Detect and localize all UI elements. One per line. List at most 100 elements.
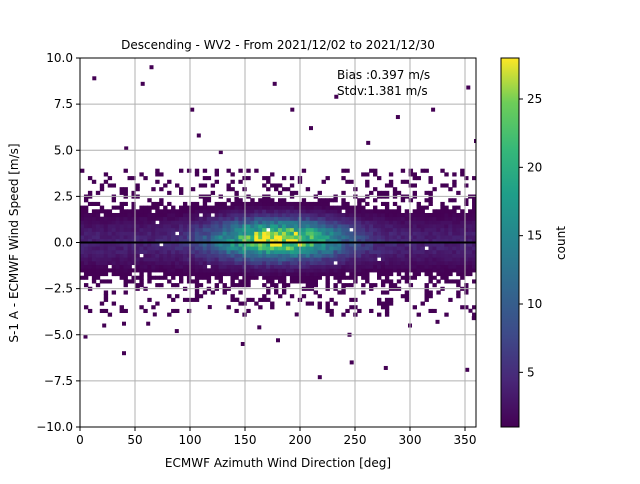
heatmap-cell — [452, 264, 457, 269]
heatmap-cell — [392, 260, 398, 266]
heatmap-cell — [472, 249, 476, 254]
heatmap-cell — [436, 249, 441, 254]
heatmap-cell — [313, 283, 318, 288]
heatmap-cell — [83, 264, 89, 269]
heatmap-cell — [317, 249, 322, 254]
heatmap-cell — [373, 220, 378, 225]
heatmap-cell — [436, 216, 441, 221]
heatmap-cell — [345, 268, 350, 273]
heatmap-cell — [159, 212, 164, 218]
heatmap-cell — [230, 235, 235, 240]
heatmap-cell — [396, 231, 402, 236]
heatmap-cell — [262, 201, 267, 206]
heatmap-cell — [329, 212, 334, 218]
heatmap-cell — [190, 227, 196, 232]
heatmap-cell — [400, 198, 406, 203]
heatmap-cell — [194, 216, 200, 221]
heatmap-cell — [135, 283, 140, 288]
heatmap-cell — [313, 290, 318, 295]
heatmap-cell — [317, 257, 322, 262]
heatmap-cell — [214, 220, 219, 225]
heatmap-cell — [254, 257, 259, 262]
heatmap-cell — [186, 268, 192, 273]
heatmap-cell — [345, 179, 350, 184]
heatmap-cell — [218, 257, 223, 262]
heatmap-cell — [404, 179, 410, 184]
heatmap-cell — [325, 246, 330, 251]
heatmap-cell — [186, 279, 192, 284]
heatmap-cell — [123, 283, 128, 288]
heatmap-cell — [416, 220, 421, 225]
heatmap-cell — [202, 235, 208, 240]
heatmap-cell — [182, 231, 188, 236]
heatmap-cell — [226, 242, 231, 247]
heatmap-cell — [143, 209, 148, 214]
heatmap-cell — [182, 216, 188, 221]
heatmap-cell — [309, 242, 315, 247]
heatmap-cell — [159, 268, 164, 273]
heatmap-cell — [289, 260, 295, 266]
heatmap-cell — [131, 231, 136, 236]
heatmap-cell — [210, 205, 216, 210]
heatmap-cell — [202, 224, 208, 229]
heatmap-cell — [107, 216, 113, 221]
heatmap-cell — [262, 176, 267, 181]
heatmap-cell — [278, 268, 283, 273]
heatmap-cell — [218, 249, 223, 254]
heatmap-cell — [400, 246, 406, 251]
heatmap-cell — [408, 283, 414, 288]
heatmap-cell — [127, 279, 132, 284]
heatmap-cell — [115, 253, 120, 258]
heatmap-cell — [254, 224, 259, 229]
heatmap-cell — [444, 220, 449, 225]
heatmap-cell — [456, 249, 461, 254]
heatmap-cell — [349, 257, 354, 262]
heatmap-cell — [270, 183, 275, 188]
heatmap-cell — [83, 235, 89, 240]
heatmap-cell — [119, 305, 124, 310]
heatmap-cell — [194, 264, 200, 269]
heatmap-cell — [103, 257, 109, 262]
heatmap-cell — [341, 168, 346, 173]
heatmap-cell — [349, 283, 354, 288]
heatmap-cell — [380, 212, 386, 218]
heatmap-cell — [262, 242, 267, 247]
heatmap-cell — [289, 231, 295, 236]
heatmap-cell — [325, 268, 330, 273]
heatmap-cell — [301, 253, 307, 258]
heatmap-cell — [186, 260, 192, 266]
outlier-cell — [383, 365, 388, 370]
heatmap-cell — [432, 220, 437, 225]
heatmap-cell — [83, 220, 89, 225]
heatmap-cell — [131, 201, 136, 206]
heatmap-cell — [456, 231, 461, 236]
heatmap-cell — [135, 220, 140, 225]
heatmap-cell — [91, 224, 97, 229]
heatmap-cell — [115, 231, 120, 236]
heatmap-cell — [131, 275, 136, 280]
heatmap-cell — [444, 224, 449, 229]
heatmap-cell — [281, 268, 287, 273]
heatmap-cell — [349, 238, 354, 243]
heatmap-cell — [388, 283, 394, 288]
heatmap-cell — [250, 198, 255, 203]
heatmap-cell — [289, 176, 295, 181]
heatmap-cell — [285, 301, 291, 306]
heatmap-cell — [135, 253, 140, 258]
heatmap-cell — [99, 268, 105, 273]
heatmap-cell — [226, 264, 231, 269]
heatmap-cell — [194, 275, 200, 280]
heatmap-cell — [428, 212, 433, 218]
heatmap-cell — [305, 264, 311, 269]
heatmap-cell — [412, 253, 417, 258]
heatmap-cell — [396, 212, 402, 218]
heatmap-cell — [345, 264, 350, 269]
heatmap-cell — [289, 242, 295, 247]
heatmap-cell — [281, 176, 287, 181]
heatmap-cell — [436, 235, 441, 240]
heatmap-cell — [210, 257, 216, 262]
heatmap-cell — [274, 246, 279, 251]
outlier-cell — [140, 81, 145, 86]
heatmap-cell — [107, 224, 113, 229]
heatmap-cell — [115, 264, 120, 269]
